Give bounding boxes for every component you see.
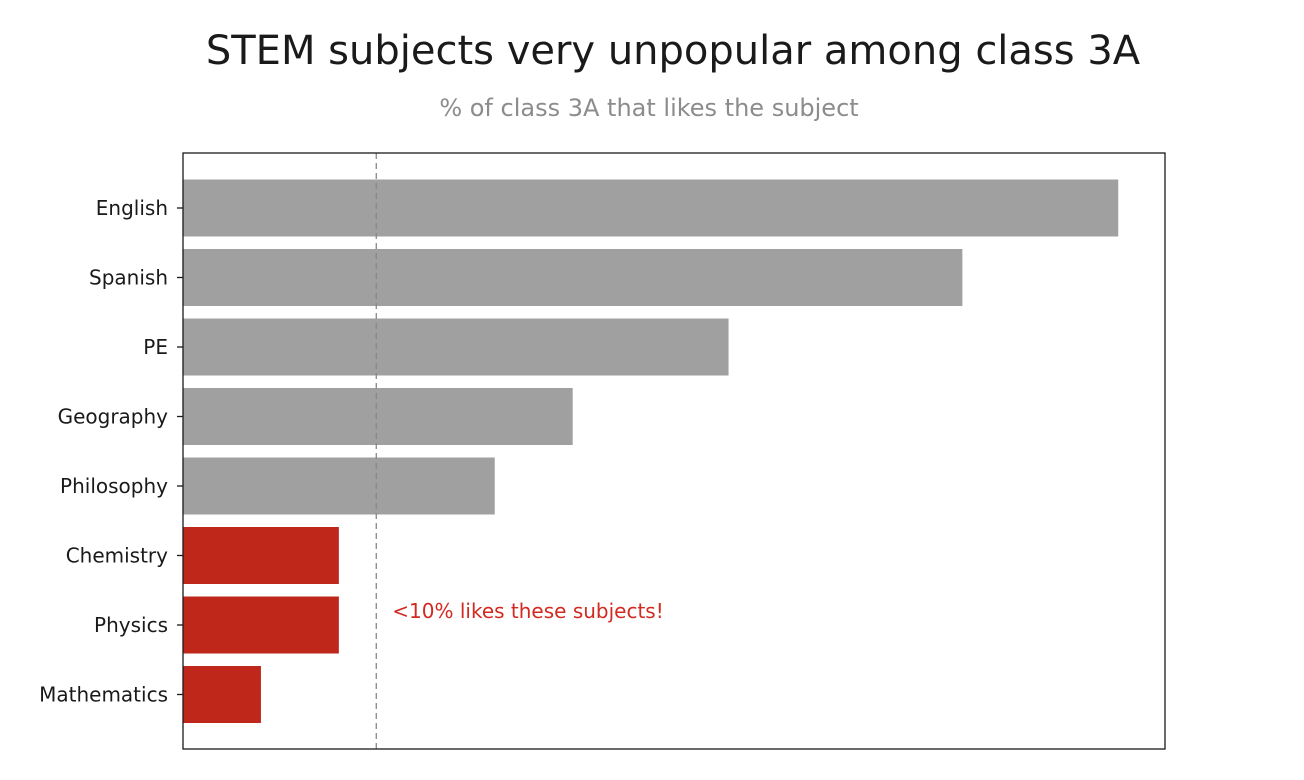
y-tick-label-mathematics: Mathematics xyxy=(39,683,168,707)
y-tick-label-physics: Physics xyxy=(94,613,168,637)
annotation-text: <10% likes these subjects! xyxy=(392,599,663,623)
y-tick-label-english: English xyxy=(96,196,168,220)
chart-title: STEM subjects very unpopular among class… xyxy=(206,28,1141,74)
bar-mathematics xyxy=(183,666,261,723)
bars-group xyxy=(183,179,1119,723)
bar-chemistry xyxy=(183,527,339,584)
y-axis-ticks: English Spanish PE Geography Philosophy Chemi… xyxy=(39,196,183,707)
y-tick-label-spanish: Spanish xyxy=(89,266,168,290)
bar-geography xyxy=(183,388,573,445)
bar-pe xyxy=(183,318,729,376)
y-tick-label-chemistry: Chemistry xyxy=(66,544,168,568)
bar-philosophy xyxy=(183,457,495,515)
bar-physics xyxy=(183,596,339,654)
y-tick-label-geography: Geography xyxy=(58,405,169,429)
plot-frame xyxy=(182,152,1166,750)
bar-spanish xyxy=(183,249,963,306)
bar-english xyxy=(183,179,1119,237)
chart-subtitle: % of class 3A that likes the subject xyxy=(439,94,858,122)
y-tick-label-pe: PE xyxy=(143,335,168,359)
y-tick-label-philosophy: Philosophy xyxy=(60,474,168,498)
